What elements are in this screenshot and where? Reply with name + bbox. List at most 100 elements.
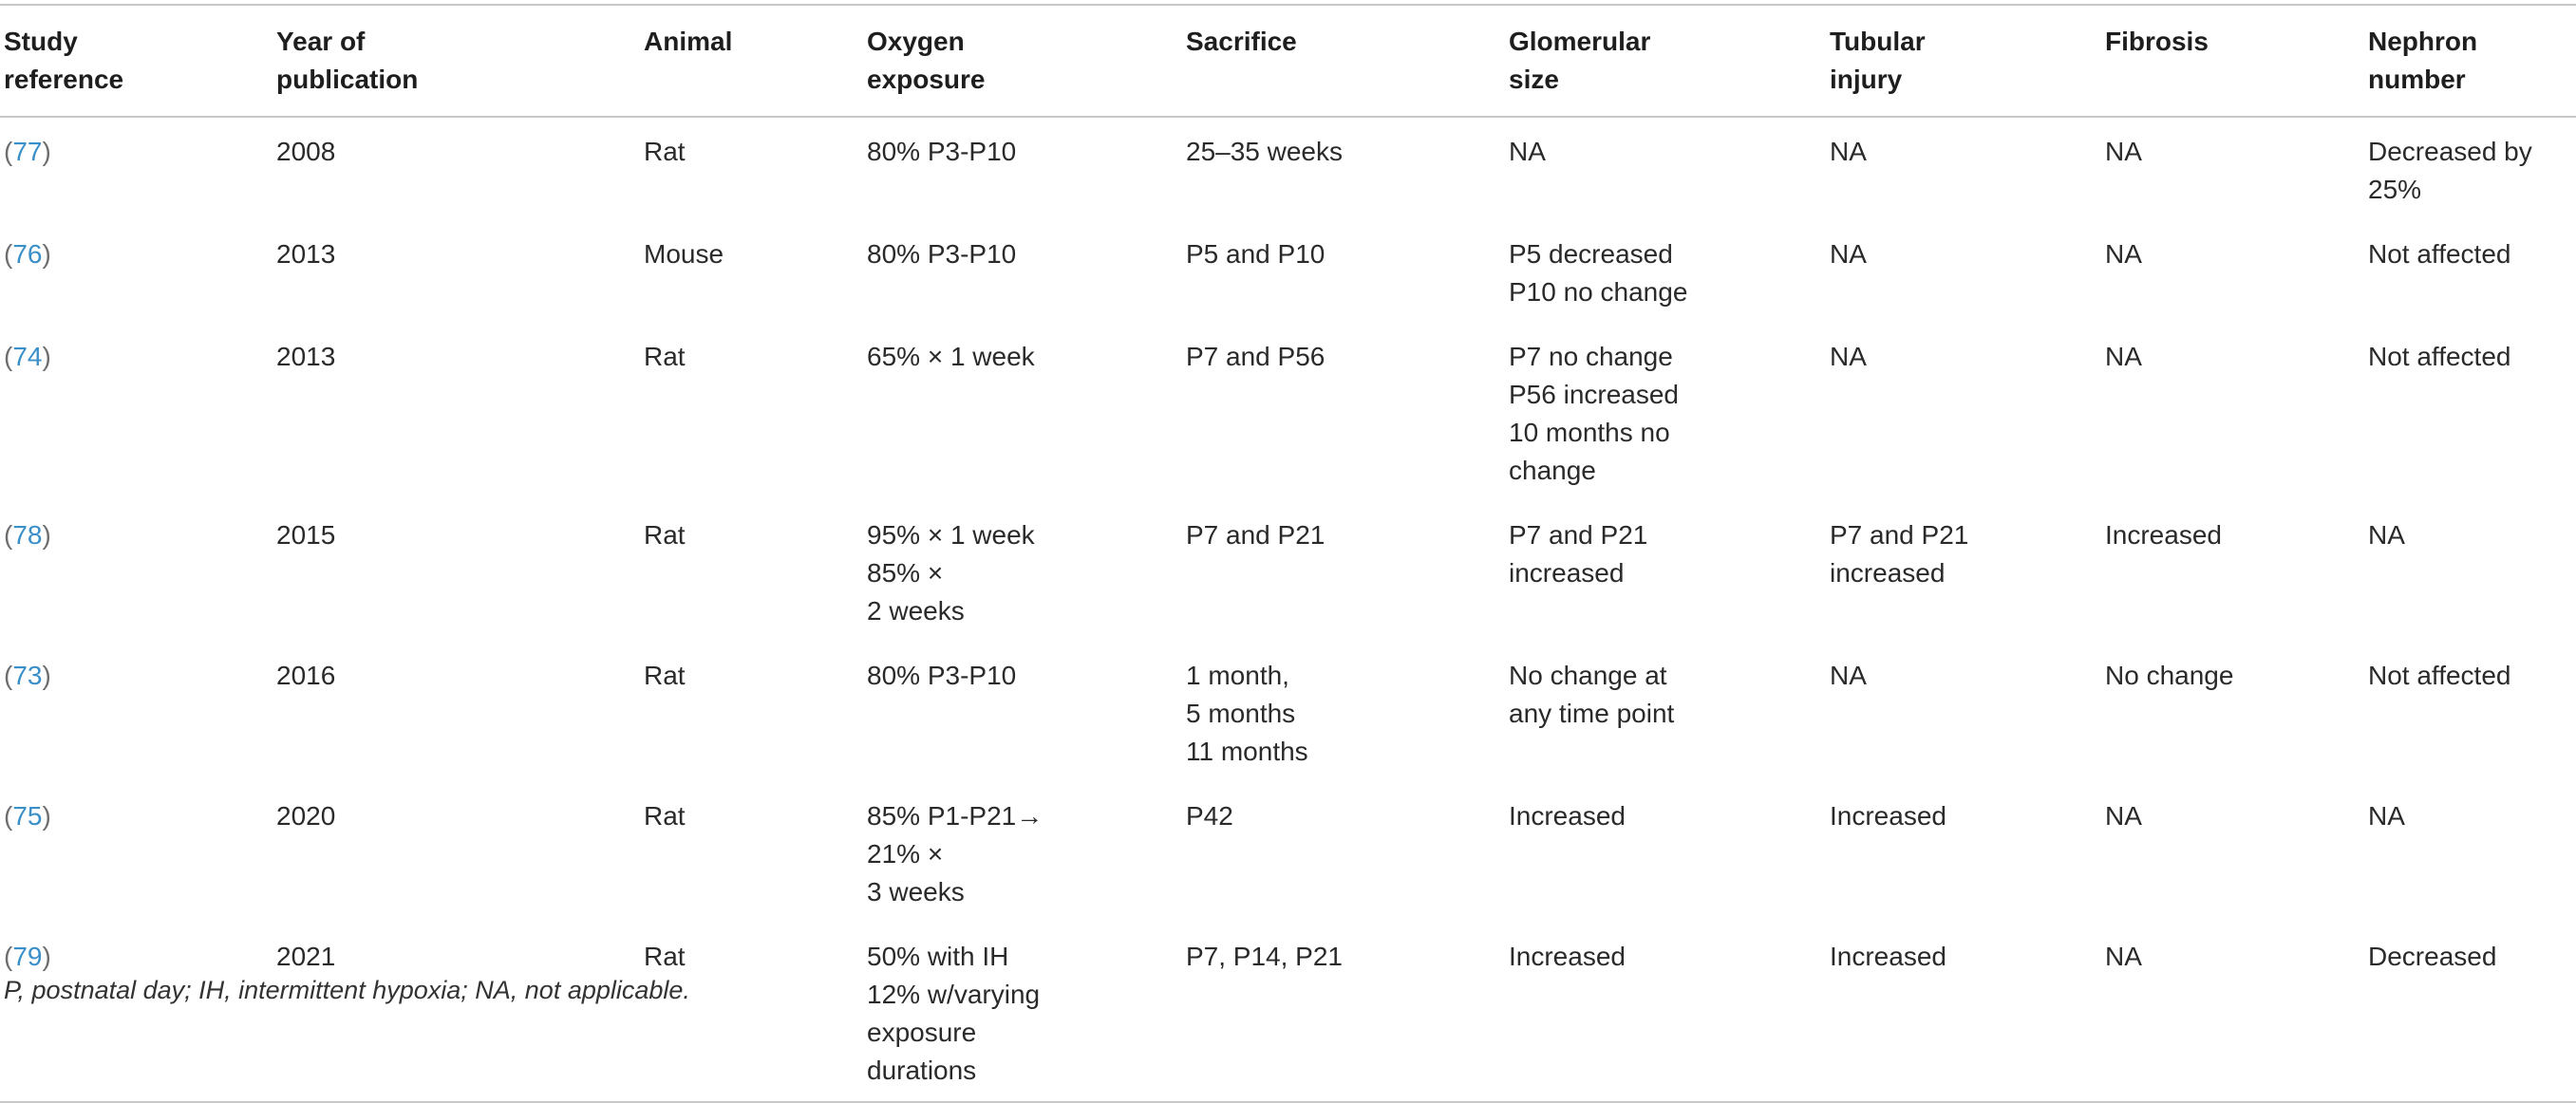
table-cell: P7 and P56 — [1182, 323, 1505, 501]
table-cell: Increased — [1826, 782, 2101, 923]
table-cell: Not affected — [2364, 220, 2576, 323]
cell-text: Decreased by — [2368, 137, 2532, 166]
table-cell: Rat — [640, 642, 863, 782]
table-cell: P7 and P21 increased — [1505, 501, 1826, 642]
cell-text: P7, P14, P21 — [1186, 942, 1344, 971]
cell-text: increased — [1509, 558, 1625, 588]
cell-text: NA — [2105, 137, 2142, 166]
cell-text: 10 months no — [1509, 418, 1670, 447]
cell-text: No change at — [1509, 661, 1667, 690]
study-reference-cell: (75) — [4, 801, 51, 831]
column-header-text: Fibrosis — [2105, 27, 2209, 56]
reference-link[interactable]: 77 — [12, 137, 43, 166]
column-header: Nephron number — [2364, 5, 2576, 117]
table-cell: NA — [2364, 782, 2576, 923]
table-cell: NA — [2101, 923, 2364, 1102]
cell-text: 2016 — [276, 661, 336, 690]
table-cell: NA — [2101, 117, 2364, 220]
table-cell: No change — [2101, 642, 2364, 782]
cell-text: P56 increased — [1509, 380, 1680, 409]
table-cell: Decreased by 25% — [2364, 117, 2576, 220]
cell-text: 85% × — [867, 558, 944, 588]
cell-text: P7 and P56 — [1186, 342, 1326, 371]
cell-text: P7 no change — [1509, 342, 1673, 371]
cell-text: increased — [1830, 558, 1946, 588]
cell-text: No change — [2105, 661, 2234, 690]
cell-text: 80% P3-P10 — [867, 661, 1017, 690]
column-header: Year of publication — [273, 5, 640, 117]
reference-link[interactable]: 79 — [12, 942, 43, 971]
table-cell: Rat — [640, 117, 863, 220]
cell-text: 95% × 1 week — [867, 520, 1035, 550]
cell-text: Rat — [644, 137, 686, 166]
cell-text: NA — [2368, 520, 2405, 550]
reference-link[interactable]: 78 — [12, 520, 43, 550]
cell-text: NA — [1830, 137, 1867, 166]
table-cell: 65% × 1 week — [863, 323, 1182, 501]
table-cell: No change at any time point — [1505, 642, 1826, 782]
table-cell: 2016 — [273, 642, 640, 782]
cell-text: Decreased — [2368, 942, 2497, 971]
column-header-text: Oxygen — [867, 27, 965, 56]
table-cell: Not affected — [2364, 323, 2576, 501]
table-cell: P7 and P21 — [1182, 501, 1505, 642]
table-cell: P42 — [1182, 782, 1505, 923]
table-cell: P7 and P21 increased — [1826, 501, 2101, 642]
reference-link[interactable]: 73 — [12, 661, 43, 690]
table-cell: 2013 — [273, 323, 640, 501]
cell-text: Not affected — [2368, 661, 2511, 690]
table-cell: 95% × 1 week 85% × 2 weeks — [863, 501, 1182, 642]
table-row: (74) 2013 Rat 65% × 1 week P7 and P56 P7 no c… — [0, 323, 2576, 501]
cell-text: P5 decreased — [1509, 239, 1673, 269]
table-cell: Increased — [1826, 923, 2101, 1102]
cell-text: Increased — [1830, 801, 1946, 831]
reference-link[interactable]: 76 — [12, 239, 43, 269]
cell-text: 80% P3-P10 — [867, 137, 1017, 166]
table-cell: 80% P3-P10 — [863, 642, 1182, 782]
column-header-text: number — [2368, 65, 2466, 94]
table-cell: Increased — [2101, 501, 2364, 642]
table-cell: P7, P14, P21 — [1182, 923, 1505, 1102]
study-reference-cell: (77) — [4, 137, 51, 166]
cell-text: P7 and P21 — [1186, 520, 1326, 550]
reference-link[interactable]: 74 — [12, 342, 43, 371]
cell-text: NA — [1830, 239, 1867, 269]
table-header: Study reference Year of publication Animal Ox… — [0, 5, 2576, 117]
study-reference-cell: (78) — [4, 520, 51, 550]
cell-text: Not affected — [2368, 342, 2511, 371]
column-header: Sacrifice — [1182, 5, 1505, 117]
cell-text: Not affected — [2368, 239, 2511, 269]
reference-link[interactable]: 75 — [12, 801, 43, 831]
column-header: Oxygen exposure — [863, 5, 1182, 117]
table-cell: NA — [2101, 220, 2364, 323]
cell-text: change — [1509, 456, 1596, 485]
column-header: Fibrosis — [2101, 5, 2364, 117]
cell-text: 11 months — [1186, 737, 1308, 766]
table-row: (75) 2020 Rat 85% P1-P21→ 21% × 3 weeks P42 Inc… — [0, 782, 2576, 923]
study-reference-cell: (73) — [4, 661, 51, 690]
column-header-text: exposure — [867, 65, 986, 94]
column-header-text: Tubular — [1830, 27, 1926, 56]
column-header-text: publication — [276, 65, 419, 94]
table-cell: Increased — [1505, 923, 1826, 1102]
column-header: Glomerular size — [1505, 5, 1826, 117]
cell-text: NA — [1830, 661, 1867, 690]
table-cell: P7 no change P56 increased 10 months no cha… — [1505, 323, 1826, 501]
table-cell: Rat — [640, 923, 863, 1102]
cell-text: NA — [1509, 137, 1546, 166]
table-body: (77) 2008 Rat 80% P3-P10 25–35 weeks NA NA NA De… — [0, 117, 2576, 1102]
table-cell: NA — [2101, 782, 2364, 923]
column-header-text: Nephron — [2368, 27, 2478, 56]
column-header-text: Study — [4, 27, 78, 56]
table-cell: 80% P3-P10 — [863, 220, 1182, 323]
table-cell: Decreased — [2364, 923, 2576, 1102]
column-header-text: Sacrifice — [1186, 27, 1297, 56]
table-row: (78) 2015 Rat 95% × 1 week 85% × 2 weeks P7 an… — [0, 501, 2576, 642]
cell-text: 85% P1-P21→ — [867, 801, 1044, 831]
table-cell: 2013 — [273, 220, 640, 323]
table-cell: Rat — [640, 323, 863, 501]
column-header-text: size — [1509, 65, 1559, 94]
cell-text: 2013 — [276, 342, 336, 371]
cell-text: 3 weeks — [867, 877, 965, 907]
cell-text: 5 months — [1186, 699, 1296, 728]
